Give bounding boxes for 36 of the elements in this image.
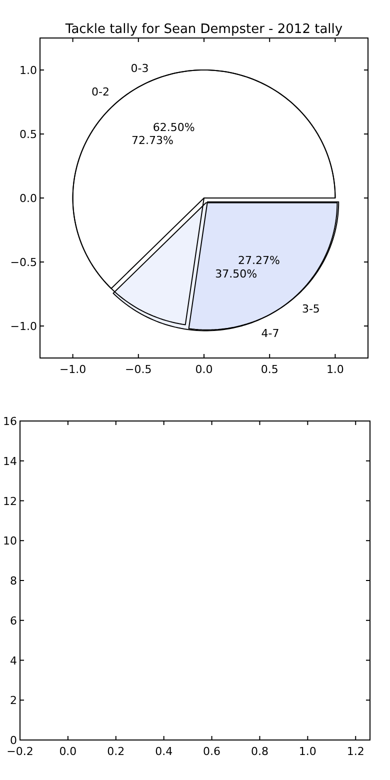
y-tick-label: 0.0 (20, 192, 37, 205)
y-tick-label: 4 (10, 654, 17, 668)
x-tick-label: 0.2 (107, 745, 125, 758)
x-tick-label: −1.0 (59, 363, 86, 376)
x-tick-label: 0.8 (250, 745, 268, 758)
x-tick-label: 0.4 (155, 745, 173, 758)
x-tick-label: 0.6 (203, 745, 221, 758)
x-tick-label: 1.2 (346, 745, 364, 758)
x-tick-label: 1.0 (326, 363, 344, 376)
slice-label: 0-3 (130, 62, 149, 75)
slice-label: 4-7 (261, 326, 280, 340)
slice-label: 0-2 (92, 86, 110, 99)
x-tick-label: −0.5 (125, 363, 152, 376)
y-tick-label: 12 (3, 494, 17, 508)
y-tick-label: 8 (10, 574, 17, 588)
chart-title: Tackle tally for Sean Dempster - 2012 tally (64, 22, 343, 37)
y-tick-label: 1.0 (20, 64, 37, 77)
x-tick-label: 0.0 (59, 745, 77, 758)
y-tick-label: 0 (10, 734, 17, 747)
y-tick-label: 0.5 (20, 128, 37, 141)
x-tick-label: 0.5 (260, 363, 278, 376)
y-tick-label: 10 (3, 534, 17, 548)
y-tick-label: 6 (10, 614, 17, 628)
x-tick-label: 0.0 (195, 363, 213, 376)
y-tick-label: 14 (3, 454, 17, 468)
y-tick-label: 16 (3, 415, 17, 428)
slice-label: 3-5 (302, 302, 320, 316)
x-tick-label: −0.2 (6, 745, 34, 758)
x-tick-label: 1.0 (298, 745, 316, 758)
data-label: 37.50% (215, 268, 258, 281)
data-label: 27.27% (238, 254, 280, 267)
y-tick-label: −0.5 (10, 256, 37, 269)
y-tick-label: 2 (10, 694, 17, 708)
data-label: 62.50% (152, 121, 195, 134)
data-label: 72.73% (131, 134, 174, 147)
y-tick-label: −1.0 (10, 320, 37, 333)
